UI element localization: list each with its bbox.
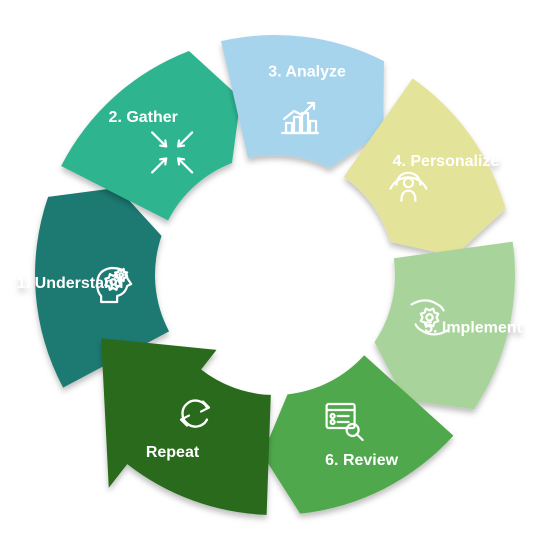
- process-cycle-diagram: 1. Understand2. Gather3. Analyze4. Perso…: [0, 0, 550, 560]
- segment-label-analyze: 3. Analyze: [268, 64, 346, 81]
- segment-label-repeat: Repeat: [146, 444, 200, 461]
- segment-label-personalize: 4. Personalize: [393, 153, 500, 170]
- segment-label-gather: 2. Gather: [109, 109, 178, 126]
- segment-label-review: 6. Review: [325, 452, 398, 469]
- segment-repeat: Repeat: [101, 338, 271, 515]
- segment-implement: 5. Implement: [374, 242, 522, 410]
- segment-analyze: 3. Analyze: [221, 35, 384, 168]
